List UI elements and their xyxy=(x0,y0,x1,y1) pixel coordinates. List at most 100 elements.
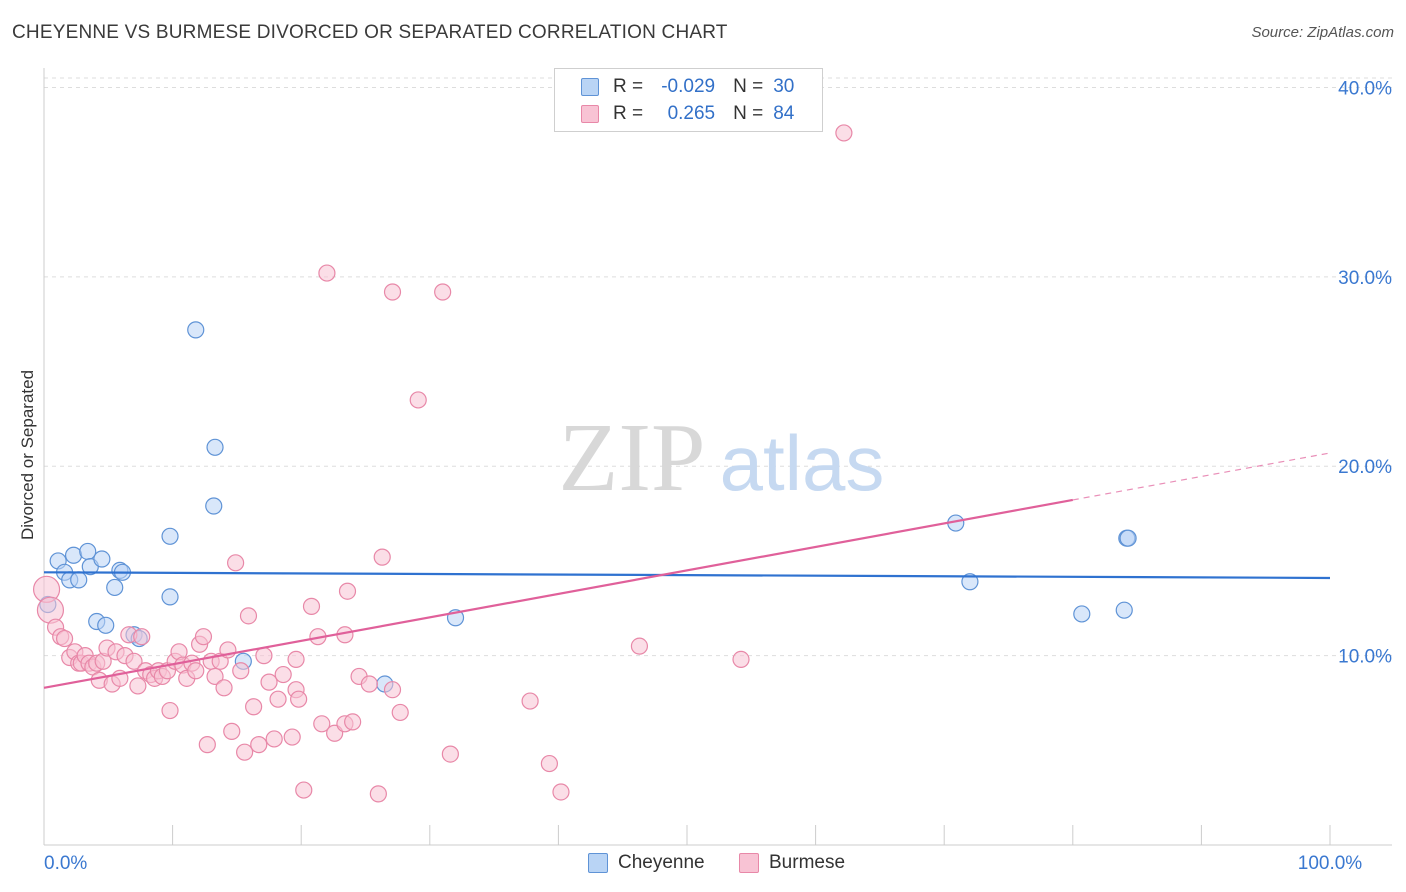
burmese-point xyxy=(161,701,179,720)
burmese-point xyxy=(133,628,151,646)
watermark: ZIP atlas xyxy=(559,404,885,512)
chart-title: CHEYENNE VS BURMESE DIVORCED OR SEPARATE… xyxy=(12,22,728,43)
cheyenne-point xyxy=(161,588,179,606)
y-tick-label: 40.0% xyxy=(1338,78,1392,99)
n-value: 30 xyxy=(773,76,795,97)
burmese-point xyxy=(194,628,213,646)
burmese-point xyxy=(383,283,402,301)
x-tick-label: 0.0% xyxy=(44,853,87,874)
burmese-point xyxy=(360,675,378,693)
burmese-point xyxy=(274,665,292,684)
y-tick-label: 10.0% xyxy=(1338,647,1392,668)
burmese-point xyxy=(409,391,427,409)
cheyenne-swatch xyxy=(588,853,608,873)
burmese-point xyxy=(223,722,241,740)
legend-item-cheyenne[interactable]: Cheyenne xyxy=(588,852,705,874)
burmese-point xyxy=(129,677,147,695)
burmese-point xyxy=(265,730,283,748)
y-tick-label: 30.0% xyxy=(1338,268,1392,289)
burmese-point xyxy=(283,728,301,746)
burmese-point xyxy=(434,283,452,301)
burmese-point xyxy=(290,690,308,708)
burmese-trend-line xyxy=(43,498,1073,689)
burmese-point xyxy=(236,743,254,761)
burmese-swatch xyxy=(739,853,759,873)
burmese-point xyxy=(125,652,143,670)
data-points xyxy=(32,124,1137,803)
burmese-point xyxy=(198,736,216,754)
burmese-point xyxy=(269,690,287,708)
burmese-point xyxy=(215,679,233,697)
cheyenne-point xyxy=(205,497,223,515)
legend-item-burmese[interactable]: Burmese xyxy=(739,852,845,874)
burmese-point xyxy=(732,650,750,669)
burmese-point xyxy=(187,662,205,680)
legend-label: Cheyenne xyxy=(618,852,705,873)
burmese-point xyxy=(302,597,321,615)
cheyenne-point xyxy=(161,527,179,545)
burmese-point xyxy=(373,548,391,566)
burmese-point xyxy=(239,607,258,625)
burmese-point xyxy=(441,745,459,763)
burmese-point xyxy=(521,692,539,710)
burmese-point xyxy=(287,650,305,669)
r-value: 0.265 xyxy=(667,103,716,124)
cheyenne-point xyxy=(1073,605,1091,623)
cheyenne-swatch xyxy=(581,78,599,96)
cheyenne-point xyxy=(106,578,124,597)
y-tick-label: 20.0% xyxy=(1338,457,1392,478)
burmese-point xyxy=(55,629,74,648)
burmese-trend-extension xyxy=(1072,452,1331,501)
cheyenne-point xyxy=(206,438,224,456)
cheyenne-point xyxy=(1119,529,1137,547)
burmese-point xyxy=(835,124,853,142)
axes xyxy=(43,68,1392,846)
grid-lines xyxy=(44,77,1392,657)
trend-lines xyxy=(43,452,1331,689)
cheyenne-point xyxy=(961,573,979,591)
r-value: -0.029 xyxy=(661,76,716,97)
burmese-point xyxy=(369,785,387,803)
n-value: 84 xyxy=(773,103,795,124)
series-legend: Cheyenne Burmese xyxy=(0,852,1406,878)
r-label: R = xyxy=(613,103,644,124)
cheyenne-point xyxy=(70,571,88,589)
burmese-point xyxy=(295,781,313,799)
burmese-point xyxy=(232,662,250,680)
correlation-legend: R = -0.029 N = 30 R = 0.265 N = 84 xyxy=(554,68,823,132)
burmese-swatch xyxy=(581,105,599,123)
burmese-point xyxy=(383,681,402,699)
burmese-point xyxy=(260,673,278,691)
tick-labels: 10.0% 20.0% 30.0% 40.0% 0.0% 100.0% xyxy=(44,78,1392,874)
cheyenne-point xyxy=(187,321,205,339)
burmese-point xyxy=(206,667,224,686)
legend-row-cheyenne: R = -0.029 N = 30 xyxy=(581,74,794,100)
burmese-point xyxy=(313,715,331,733)
burmese-point xyxy=(36,596,65,624)
watermark-zip: ZIP xyxy=(559,404,706,512)
cheyenne-trend-line xyxy=(43,571,1331,580)
legend-row-burmese: R = 0.265 N = 84 xyxy=(581,101,794,127)
burmese-point xyxy=(552,783,570,801)
cheyenne-point xyxy=(97,616,115,634)
cheyenne-point xyxy=(1115,601,1133,619)
burmese-point xyxy=(250,736,268,754)
burmese-point xyxy=(255,647,273,665)
cheyenne-point xyxy=(93,550,111,568)
burmese-point xyxy=(245,698,263,716)
burmese-point xyxy=(227,554,245,572)
source-label: Source: ZipAtlas.com xyxy=(1251,24,1394,41)
burmese-point xyxy=(338,582,357,600)
x-tick-label: 100.0% xyxy=(1298,853,1363,874)
legend-label: Burmese xyxy=(769,852,846,873)
n-label: N = xyxy=(733,76,764,97)
r-label: R = xyxy=(613,76,644,97)
burmese-point xyxy=(630,637,649,655)
burmese-point xyxy=(540,754,558,773)
burmese-point xyxy=(344,713,362,731)
n-label: N = xyxy=(733,103,764,124)
cheyenne-point xyxy=(64,546,83,564)
watermark-atlas: atlas xyxy=(720,419,885,507)
burmese-point xyxy=(391,703,409,722)
